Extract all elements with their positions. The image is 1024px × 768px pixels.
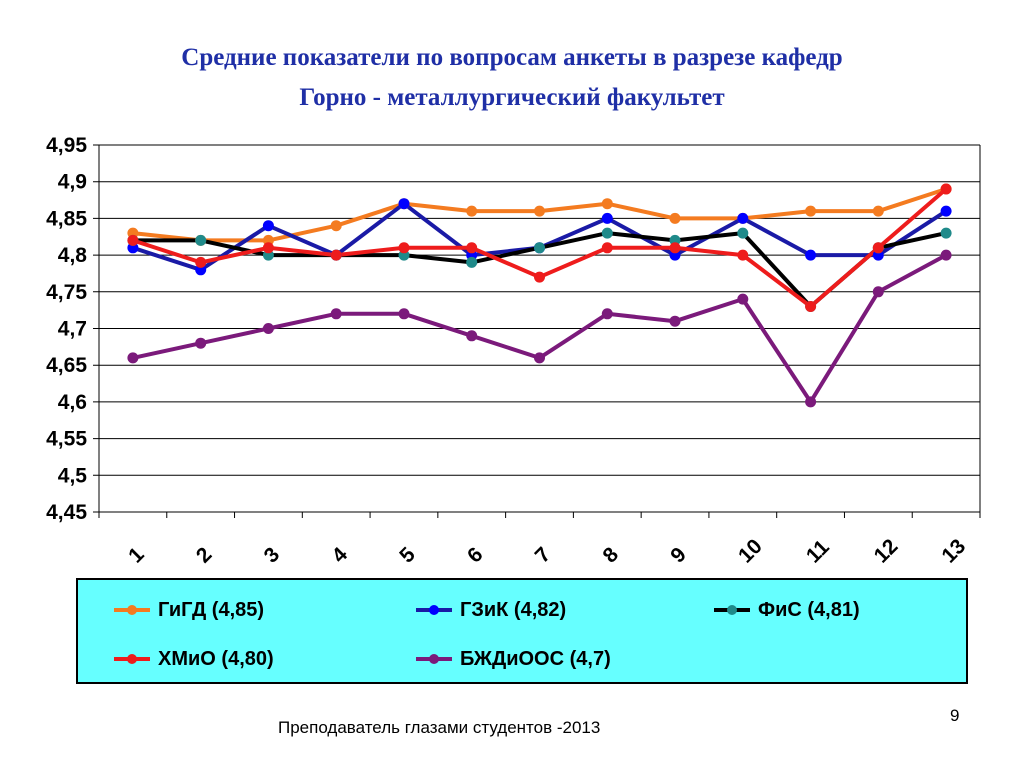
data-point-series-5 [398, 308, 410, 320]
data-point-series-4 [534, 271, 545, 283]
data-point-series-4 [669, 242, 681, 254]
legend-item-series-5: БЖДиООС (4,7) [414, 647, 611, 671]
y-tick-label: 4,7 [58, 318, 87, 341]
y-tick-label: 4,95 [46, 134, 87, 157]
y-tick-label: 4,5 [58, 464, 88, 487]
data-point-series-3 [466, 256, 478, 268]
data-point-series-4 [195, 256, 207, 268]
data-point-series-3 [195, 234, 207, 246]
page-number: 9 [950, 706, 960, 725]
legend-swatch-marker [127, 654, 137, 664]
y-tick-label: 4,45 [46, 501, 87, 524]
x-tick-label: 9 [666, 543, 691, 568]
data-point-series-4 [940, 183, 952, 195]
data-point-series-4 [398, 242, 410, 254]
chart-title: Средние показатели по вопросам анкеты в … [181, 44, 843, 71]
x-tick-label: 7 [531, 543, 556, 568]
chart-legend: ГиГД (4,85) ГЗиК (4,82) ФиС (4,81) ХМиО … [76, 578, 968, 684]
data-point-series-5 [805, 396, 817, 408]
data-point-series-5 [872, 286, 884, 298]
legend-item-series-2: ГЗиК (4,82) [414, 598, 566, 622]
data-point-series-5 [669, 315, 681, 327]
data-point-series-4 [737, 249, 749, 261]
data-point-series-4 [262, 242, 274, 254]
data-point-series-2 [262, 220, 274, 232]
data-point-series-2 [601, 212, 613, 224]
data-point-series-1 [601, 198, 613, 210]
data-point-series-2 [805, 249, 817, 261]
data-point-series-2 [737, 212, 749, 224]
footer-text: Преподаватель глазами студентов -2013 [278, 718, 601, 737]
x-tick-label: 13 [937, 535, 970, 568]
x-tick-label: 10 [734, 535, 767, 568]
data-point-series-4 [330, 249, 342, 261]
data-point-series-4 [466, 242, 478, 254]
data-point-series-4 [127, 234, 139, 246]
x-tick-label: 4 [327, 543, 352, 568]
chart-subtitle: Горно - металлургический факультет [299, 84, 725, 111]
data-point-series-5 [466, 330, 478, 342]
y-tick-label: 4,65 [46, 354, 87, 377]
legend-item-series-4: ХМиО (4,80) [112, 647, 274, 671]
y-tick-label: 4,75 [46, 281, 87, 304]
line-chart: 4,45 4,5 4,55 4,6 4,65 4,7 4,75 4,8 4,85 4,9 4,95 1… [46, 134, 981, 568]
data-point-series-5 [127, 352, 139, 364]
x-tick-label: 3 [260, 543, 285, 568]
legend-swatch-marker [727, 605, 737, 615]
data-point-series-2 [398, 198, 410, 210]
data-point-series-4 [601, 242, 613, 254]
data-point-series-1 [330, 220, 342, 232]
x-tick-label: 11 [802, 535, 834, 567]
legend-swatch-marker [429, 605, 439, 615]
legend-swatch-marker [127, 605, 137, 615]
data-point-series-1 [805, 205, 817, 217]
y-tick-label: 4,9 [58, 171, 87, 194]
data-point-series-1 [872, 205, 884, 217]
y-tick-label: 4,8 [58, 244, 88, 267]
data-point-series-3 [534, 242, 545, 254]
legend-swatch-marker [429, 654, 439, 664]
data-point-series-5 [262, 323, 274, 334]
y-tick-label: 4,85 [46, 207, 87, 230]
legend-label: ГиГД (4,85) [158, 598, 265, 621]
x-tick-label: 12 [870, 535, 903, 568]
legend-label: БЖДиООС (4,7) [460, 647, 611, 670]
x-tick-label: 8 [599, 543, 624, 568]
data-point-series-1 [466, 205, 478, 217]
data-point-series-5 [330, 308, 342, 320]
legend-item-series-1: ГиГД (4,85) [112, 598, 264, 622]
data-point-series-2 [940, 205, 952, 217]
legend-label: ГЗиК (4,82) [460, 598, 567, 621]
x-tick-label: 1 [124, 543, 149, 568]
data-point-series-4 [872, 242, 884, 254]
y-tick-label: 4,55 [46, 428, 87, 451]
data-point-series-5 [940, 249, 952, 261]
legend-item-series-3: ФиС (4,81) [712, 598, 860, 622]
data-point-series-3 [940, 227, 952, 239]
data-point-series-1 [669, 212, 681, 224]
data-point-series-5 [737, 293, 749, 305]
legend-label: ХМиО (4,80) [158, 647, 274, 670]
data-point-series-3 [737, 227, 749, 239]
data-point-series-5 [195, 337, 207, 349]
x-tick-label: 2 [192, 543, 217, 568]
data-point-series-1 [534, 205, 545, 217]
data-point-series-5 [601, 308, 613, 320]
x-tick-label: 6 [463, 543, 488, 568]
data-point-series-5 [534, 352, 545, 364]
y-tick-label: 4,6 [58, 391, 87, 414]
legend-label: ФиС (4,81) [758, 598, 860, 621]
x-tick-label: 5 [395, 543, 420, 568]
data-point-series-3 [601, 227, 613, 239]
data-point-series-4 [805, 301, 817, 312]
